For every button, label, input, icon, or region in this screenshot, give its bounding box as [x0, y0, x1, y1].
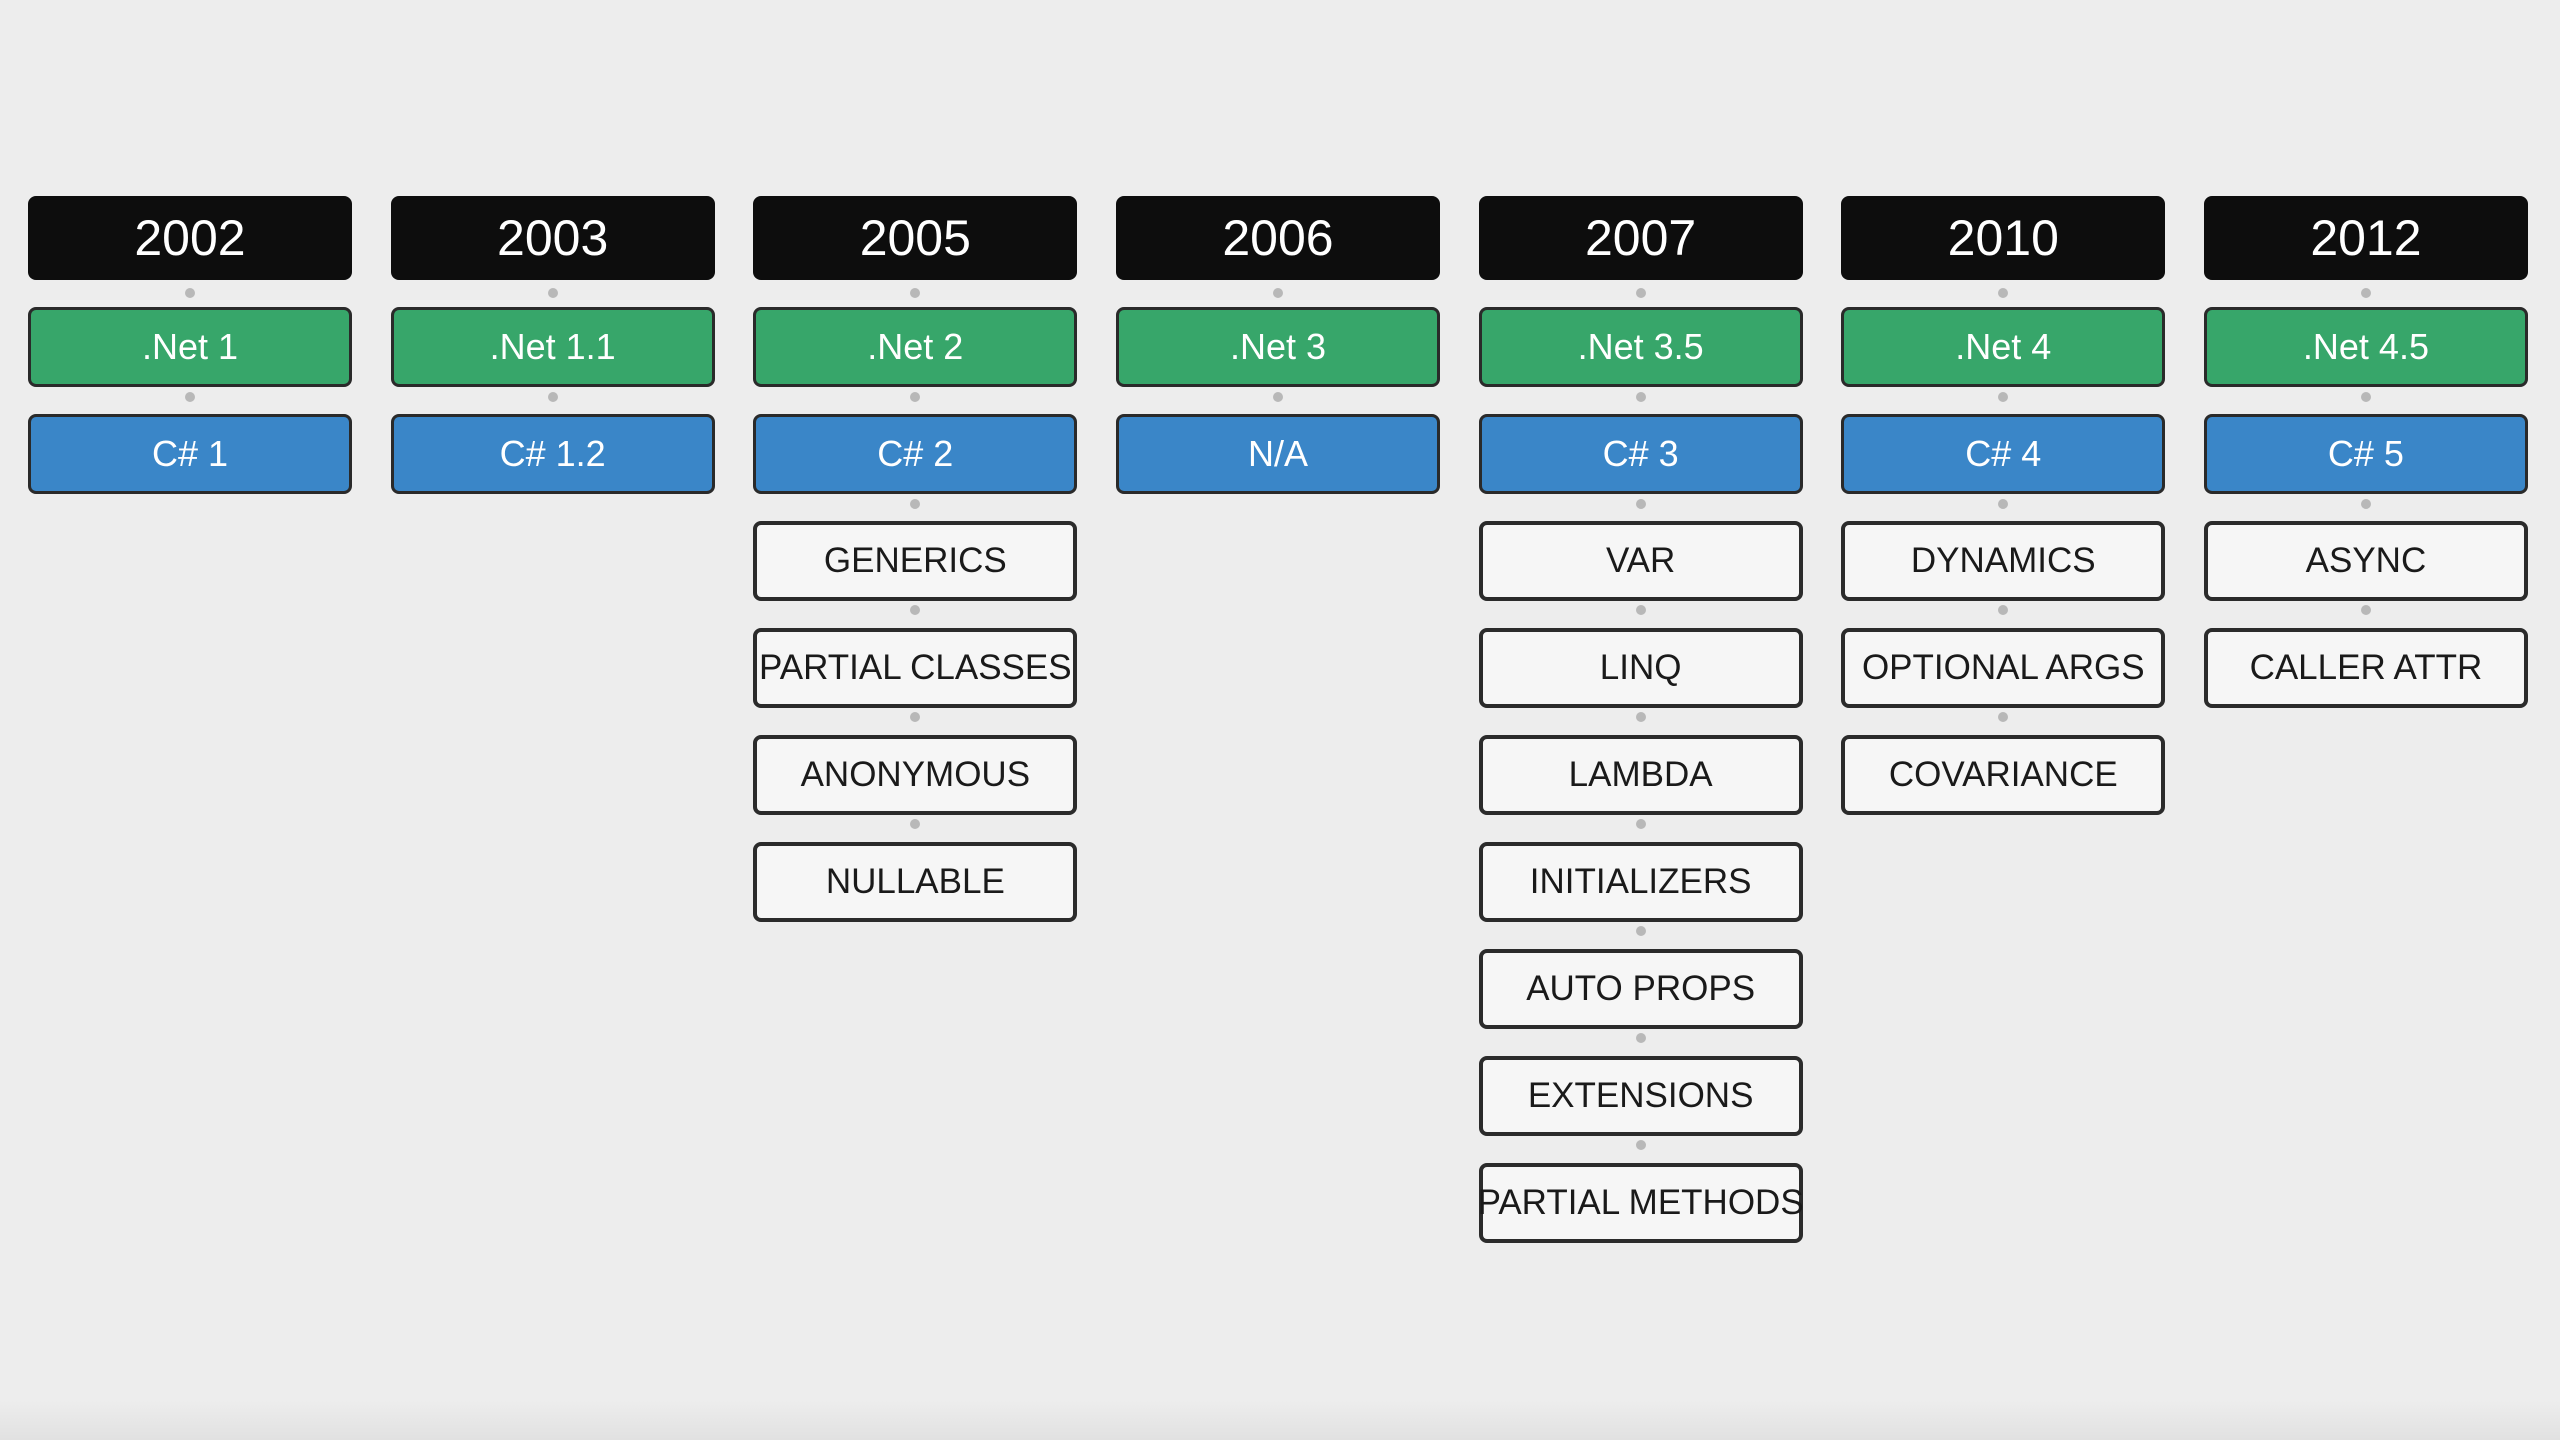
timeline-column-2003: 2003 .Net 1.1 C# 1.2 — [390, 196, 715, 1243]
feature-box-var: VAR — [1478, 521, 1803, 615]
dotnet-version-box: .Net 3.5 — [1478, 307, 1803, 402]
dotnet-version-box: .Net 4.5 — [2203, 307, 2528, 402]
year-header: 2012 — [2203, 196, 2528, 298]
feature-box-generics: GENERICS — [753, 521, 1078, 615]
feature-box-auto-props: AUTO PROPS — [1478, 949, 1803, 1043]
feature-box-extensions: EXTENSIONS — [1478, 1056, 1803, 1150]
dotnet-version-box: .Net 1.1 — [390, 307, 715, 402]
bottom-shade — [0, 1400, 2560, 1440]
year-header: 2007 — [1478, 196, 1803, 298]
feature-box-anonymous: ANONYMOUS — [753, 735, 1078, 829]
timeline-column-2005: 2005 .Net 2 C# 2 GENERICS PARTIAL CLASSE… — [753, 196, 1078, 1243]
feature-box-partial-methods: PARTIAL METHODS — [1478, 1163, 1804, 1243]
timeline-column-2006: 2006 .Net 3 N/A — [1115, 196, 1440, 1243]
year-header: 2005 — [753, 196, 1078, 298]
csharp-version-box: C# 5 — [2203, 414, 2528, 509]
feature-box-partial-classes: PARTIAL CLASSES — [753, 628, 1078, 722]
feature-box-initializers: INITIALIZERS — [1478, 842, 1803, 936]
feature-box-lambda: LAMBDA — [1478, 735, 1803, 829]
dotnet-version-box: .Net 3 — [1115, 307, 1440, 402]
year-header: 2002 — [28, 196, 352, 298]
feature-box-optional-args: OPTIONAL ARGS — [1841, 628, 2166, 722]
dotnet-version-box: .Net 1 — [28, 307, 352, 402]
feature-box-linq: LINQ — [1478, 628, 1803, 722]
csharp-version-box: C# 4 — [1841, 414, 2166, 509]
feature-box-nullable: NULLABLE — [753, 842, 1078, 922]
year-header: 2003 — [390, 196, 715, 298]
year-header: 2010 — [1841, 196, 2166, 298]
timeline-column-2007: 2007 .Net 3.5 C# 3 VAR LINQ LAMBDA INITI… — [1478, 196, 1804, 1243]
timeline-column-2002: 2002 .Net 1 C# 1 — [28, 196, 352, 1243]
feature-box-async: ASYNC — [2203, 521, 2528, 615]
csharp-version-box: C# 3 — [1478, 414, 1803, 509]
dotnet-version-box: .Net 2 — [753, 307, 1078, 402]
feature-box-covariance: COVARIANCE — [1841, 735, 2166, 815]
year-header: 2006 — [1115, 196, 1440, 298]
timeline-column-2010: 2010 .Net 4 C# 4 DYNAMICS OPTIONAL ARGS … — [1841, 196, 2166, 1243]
csharp-version-box: C# 1 — [28, 414, 352, 494]
dotnet-version-box: .Net 4 — [1841, 307, 2166, 402]
feature-box-dynamics: DYNAMICS — [1841, 521, 2166, 615]
csharp-version-box: C# 2 — [753, 414, 1078, 509]
feature-box-caller-attr: CALLER ATTR — [2203, 628, 2528, 708]
timeline-column-2012: 2012 .Net 4.5 C# 5 ASYNC CALLER ATTR — [2203, 196, 2528, 1243]
csharp-version-box: N/A — [1115, 414, 1440, 494]
version-timeline: 2002 .Net 1 C# 1 2003 .Net 1.1 C# 1.2 20… — [28, 196, 2528, 1243]
csharp-version-box: C# 1.2 — [390, 414, 715, 494]
